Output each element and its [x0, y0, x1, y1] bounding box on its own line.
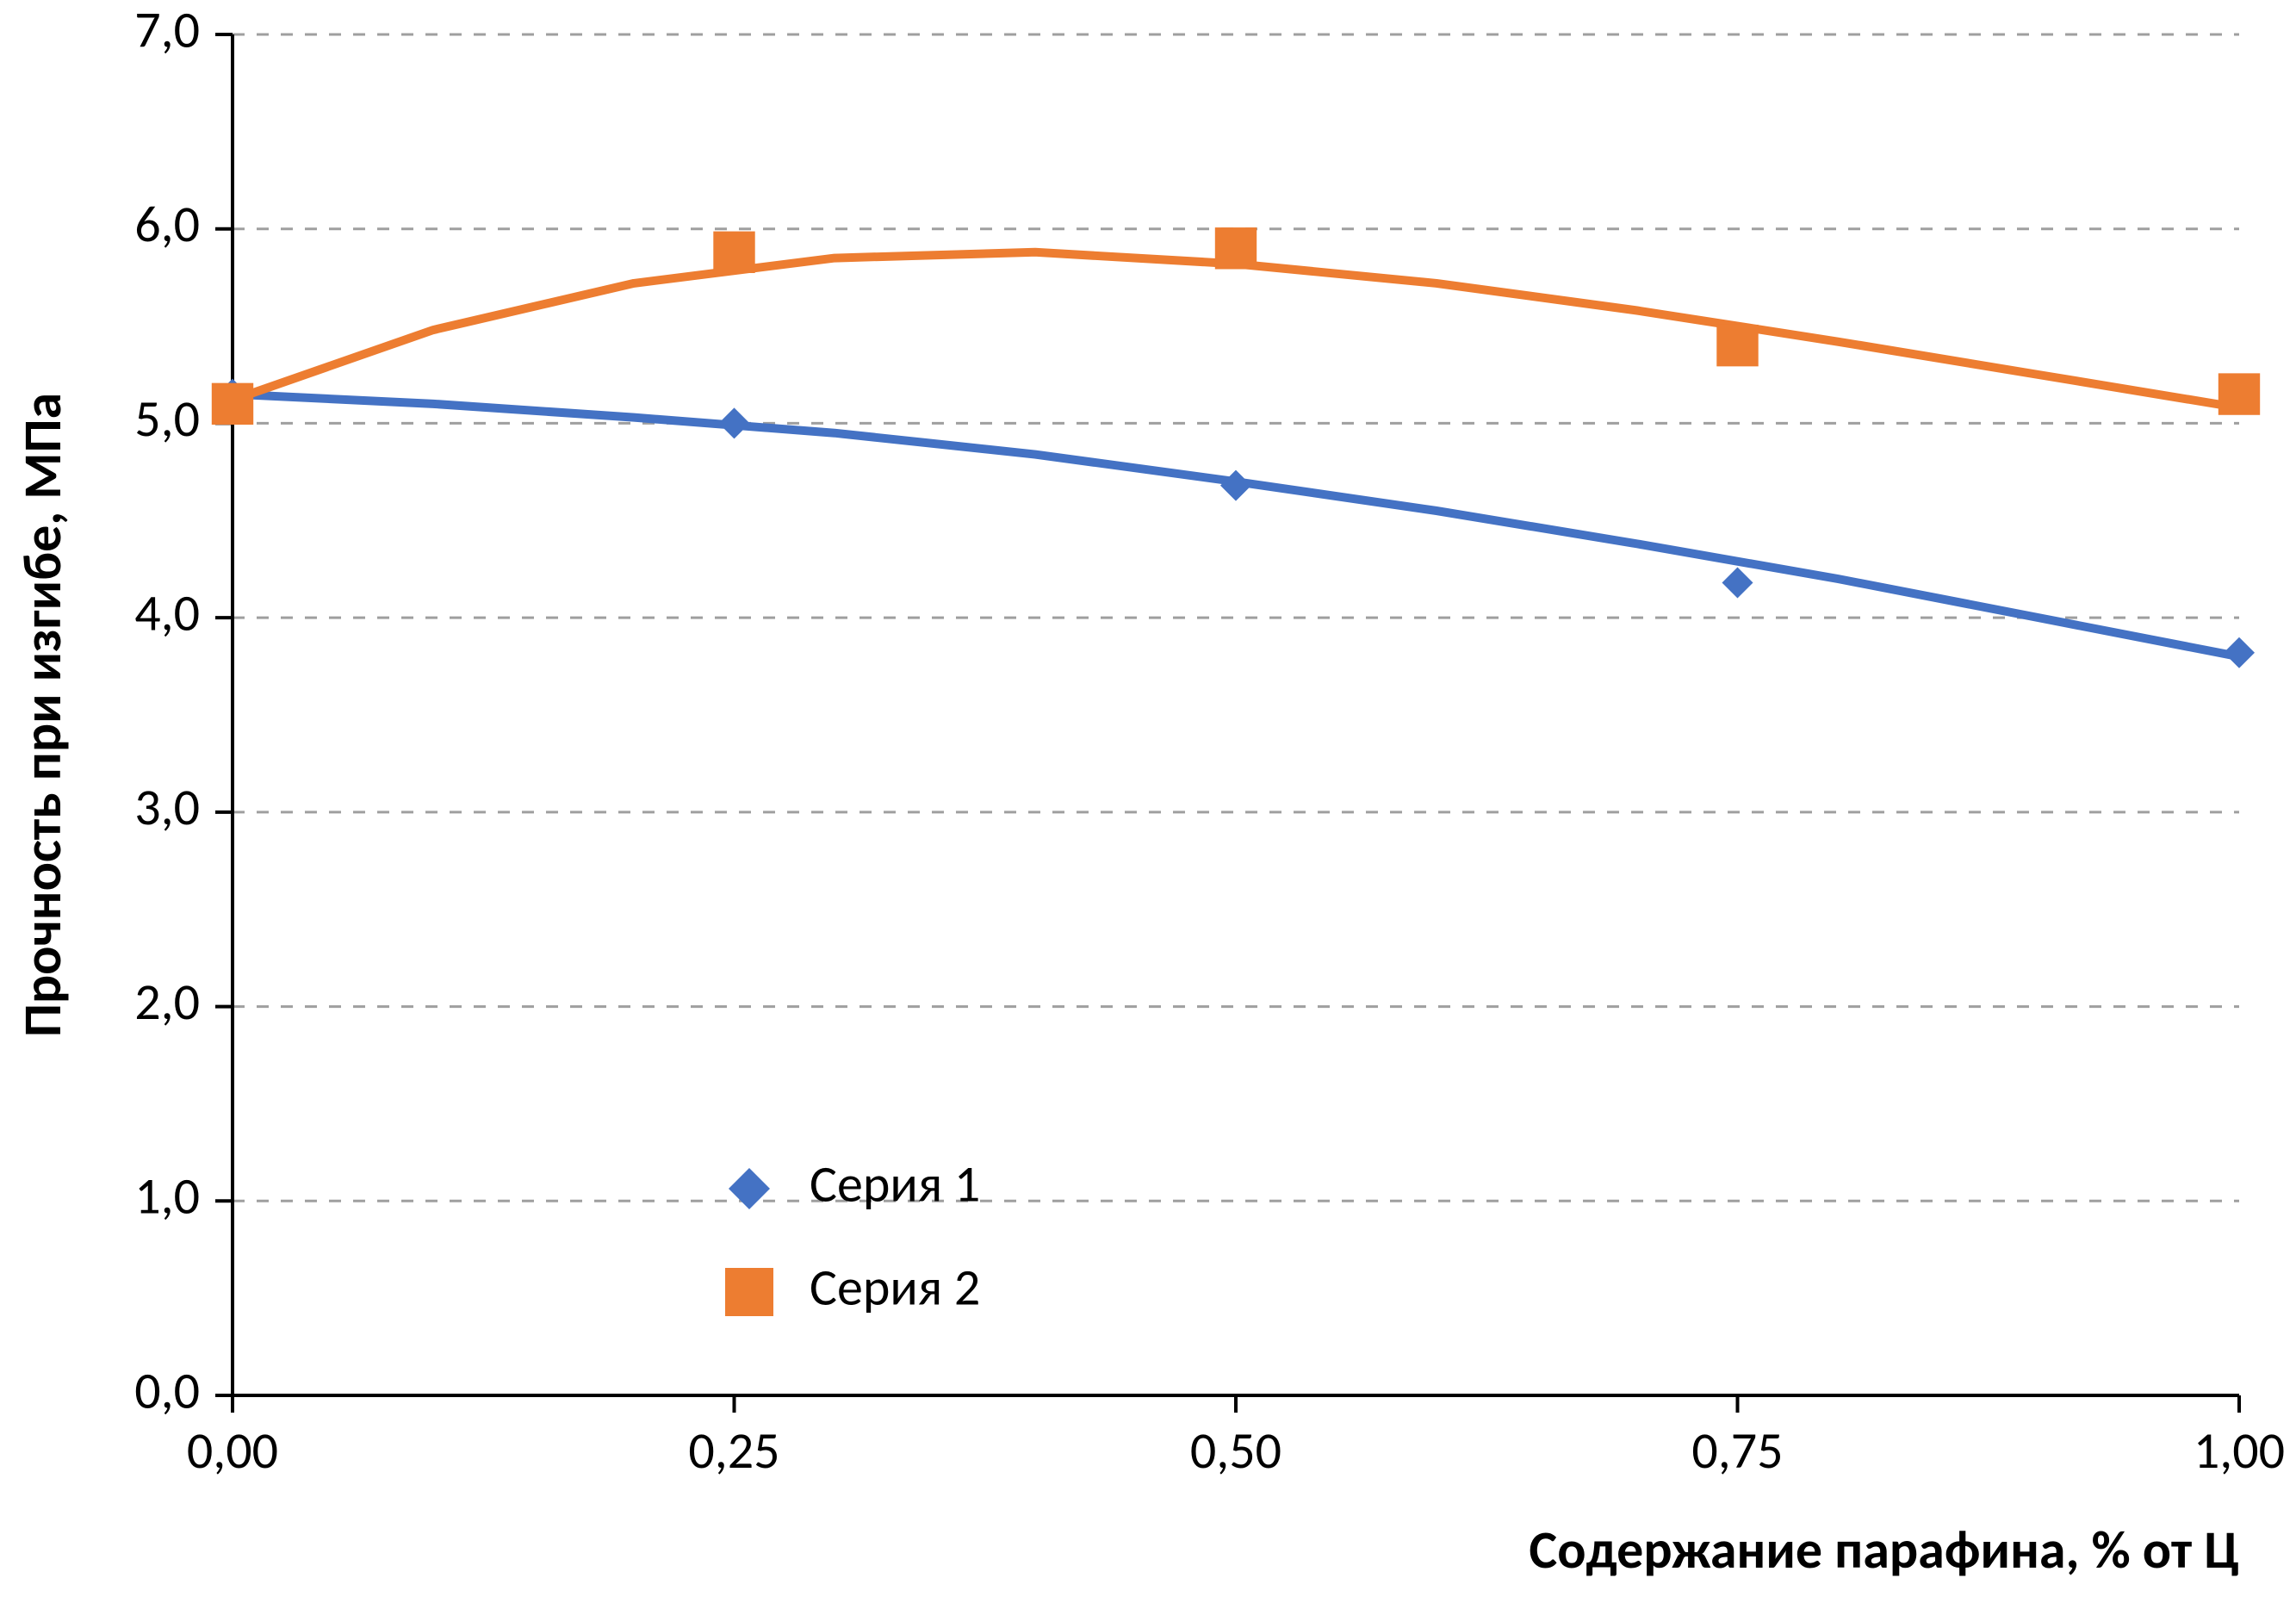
- x-tick-label: 0,50: [1190, 1420, 1281, 1482]
- y-tick-label: 7,0: [134, 0, 200, 61]
- y-tick-label: 5,0: [134, 388, 200, 450]
- data-point: [2218, 373, 2260, 414]
- data-point: [1716, 325, 1758, 366]
- y-tick-label: 6,0: [134, 193, 200, 256]
- y-tick-label: 1,0: [134, 1165, 200, 1228]
- data-point: [212, 383, 253, 425]
- x-tick-label: 0,25: [688, 1420, 779, 1482]
- legend-label: Серия 2: [810, 1256, 980, 1319]
- y-tick-label: 3,0: [134, 776, 200, 839]
- chart-bg: [0, 0, 2296, 1609]
- x-tick-label: 1,00: [2194, 1420, 2285, 1482]
- scatter-chart: 0,0 1,0 2,0 3,0 4,0 5,0 6,0 7,0 0,00 0,25 0,50 0,75…: [0, 0, 2296, 1609]
- chart-container: 0,0 1,0 2,0 3,0 4,0 5,0 6,0 7,0 0,00 0,25 0,50 0,75…: [0, 0, 2296, 1609]
- data-point: [713, 232, 754, 273]
- x-tick-label: 0,00: [187, 1420, 278, 1482]
- x-tick-label: 0,75: [1691, 1420, 1783, 1482]
- legend-label: Серия 1: [810, 1152, 980, 1215]
- y-axis-title: Прочность при изгибе, МПа: [9, 393, 75, 1037]
- x-axis-title: Содержание парафина, % от Ц: [1529, 1517, 2239, 1582]
- data-point: [1215, 227, 1257, 269]
- y-tick-label: 2,0: [134, 971, 200, 1034]
- legend-marker: [725, 1268, 773, 1316]
- y-tick-label: 4,0: [134, 581, 200, 644]
- y-tick-label: 0,0: [134, 1359, 200, 1422]
